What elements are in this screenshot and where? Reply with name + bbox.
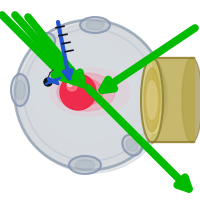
Circle shape xyxy=(32,38,138,142)
Ellipse shape xyxy=(35,33,55,53)
Ellipse shape xyxy=(122,135,142,155)
Ellipse shape xyxy=(63,78,103,106)
Ellipse shape xyxy=(69,156,101,174)
Ellipse shape xyxy=(50,68,130,116)
Ellipse shape xyxy=(86,20,104,30)
Ellipse shape xyxy=(126,139,138,151)
Ellipse shape xyxy=(15,80,25,100)
Ellipse shape xyxy=(144,68,160,132)
Ellipse shape xyxy=(57,73,115,111)
Circle shape xyxy=(60,74,96,110)
Circle shape xyxy=(18,23,168,173)
Bar xyxy=(152,57,194,142)
Circle shape xyxy=(67,81,77,91)
Circle shape xyxy=(68,82,72,86)
Ellipse shape xyxy=(147,81,157,119)
Ellipse shape xyxy=(148,87,160,133)
Ellipse shape xyxy=(39,37,51,49)
Ellipse shape xyxy=(11,74,29,106)
Circle shape xyxy=(15,20,165,170)
Ellipse shape xyxy=(80,17,110,33)
Circle shape xyxy=(44,78,52,86)
Ellipse shape xyxy=(141,58,163,142)
Ellipse shape xyxy=(75,160,95,170)
Ellipse shape xyxy=(182,58,200,142)
